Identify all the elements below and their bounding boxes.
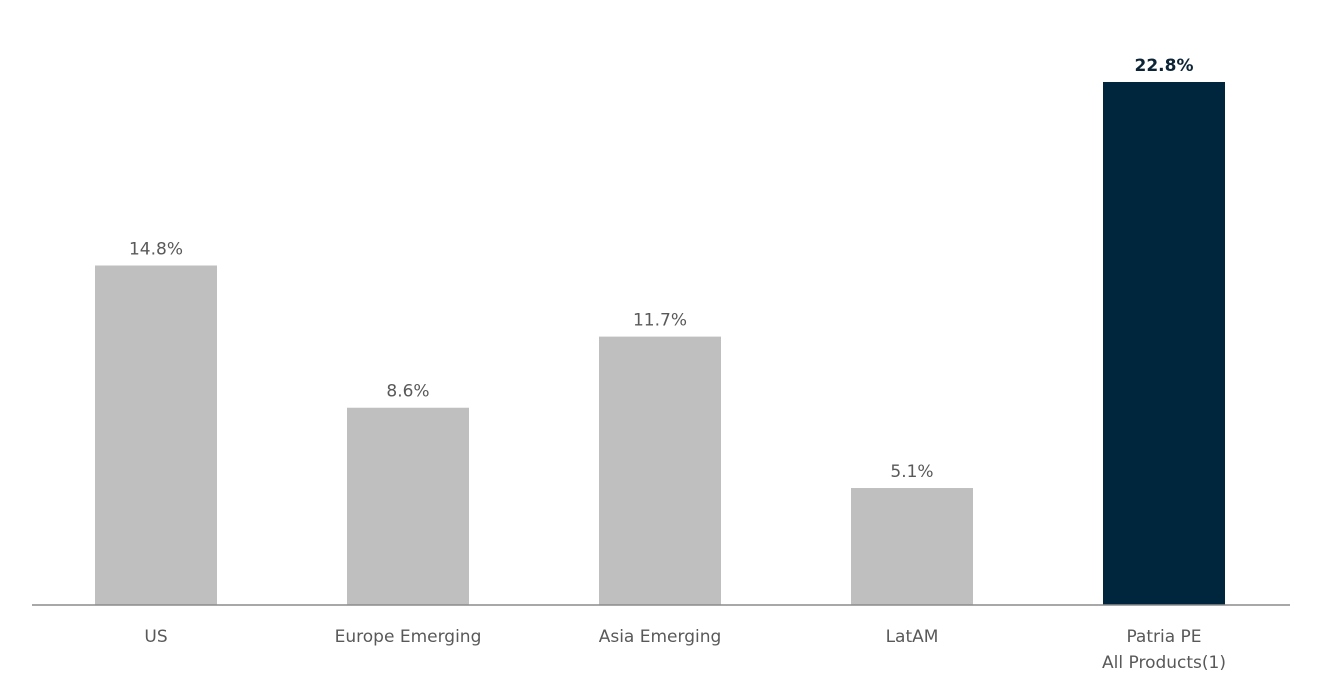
bar-value-label-0: 14.8% bbox=[129, 240, 183, 260]
category-label-3: LatAM bbox=[886, 627, 939, 647]
value-labels-group: 14.8% 8.6% 11.7% 5.1% 22.8% bbox=[129, 56, 1194, 482]
bar-value-label-2: 11.7% bbox=[633, 311, 687, 331]
category-label-4-line-0: Patria PE bbox=[1126, 627, 1201, 647]
bar-4 bbox=[1103, 82, 1225, 605]
bar-0 bbox=[95, 265, 217, 605]
bar-value-label-3: 5.1% bbox=[890, 462, 933, 482]
category-labels-group: US Europe Emerging Asia Emerging LatAM Patri… bbox=[144, 627, 1226, 673]
bar-value-label-4: 22.8% bbox=[1135, 56, 1194, 76]
bar-2 bbox=[599, 336, 721, 605]
category-label-0: US bbox=[144, 627, 167, 647]
bars-group bbox=[95, 82, 1225, 605]
category-label-1: Europe Emerging bbox=[335, 627, 482, 647]
bar-3 bbox=[851, 488, 973, 605]
category-label-4-line-1: All Products(1) bbox=[1102, 653, 1226, 673]
category-label-2: Asia Emerging bbox=[599, 627, 722, 647]
bar-value-label-1: 8.6% bbox=[386, 382, 429, 402]
bar-1 bbox=[347, 407, 469, 605]
